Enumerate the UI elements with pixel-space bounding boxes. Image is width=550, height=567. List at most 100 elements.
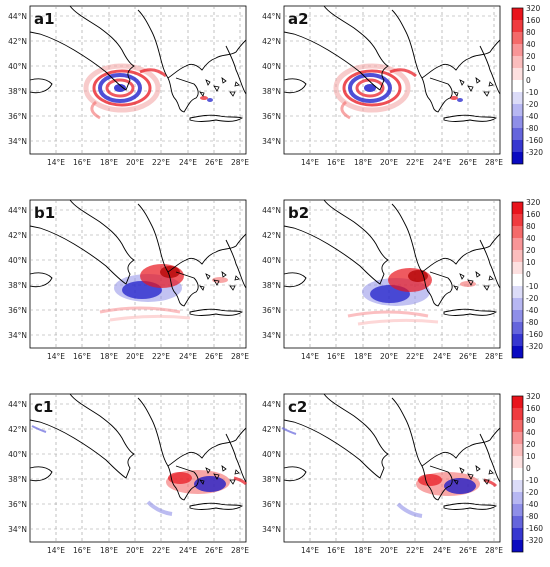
lat-tick-label: 42°N <box>262 231 281 240</box>
lon-tick-label: 24°E <box>433 546 451 555</box>
lon-tick-label: 20°E <box>380 546 398 555</box>
lon-tick-label: 20°E <box>126 158 144 167</box>
colorbar-segment <box>512 80 523 92</box>
lon-tick-label: 28°E <box>231 546 249 555</box>
lat-tick-label: 42°N <box>8 37 27 46</box>
panel-c2: c2 <box>280 393 501 543</box>
lon-tick-label: 16°E <box>327 546 345 555</box>
colorbar-label: 20 <box>526 246 536 255</box>
lon-tick-label: 16°E <box>73 158 91 167</box>
colorbar-segment <box>512 44 523 56</box>
colorbar-segment <box>512 68 523 80</box>
panel-label-a2: a2 <box>288 10 309 28</box>
colorbar-label: 160 <box>526 404 541 413</box>
lat-tick-label: 36°N <box>262 500 281 509</box>
lat-tick-label: 34°N <box>262 525 281 534</box>
colorbar-segment <box>512 202 523 214</box>
colorbar-label: 80 <box>526 416 536 425</box>
lon-tick-label: 28°E <box>485 352 503 361</box>
lat-tick-label: 34°N <box>262 331 281 340</box>
colorbar-segment <box>512 92 523 104</box>
lon-tick-label: 14°E <box>301 546 319 555</box>
tick-labels: 44°N 42°N 40°N 38°N 36°N 34°N 14°E 16°E 18°E 20°E… <box>8 12 503 555</box>
colorbar-label: -10 <box>526 88 538 97</box>
lon-tick-label: 20°E <box>380 158 398 167</box>
colorbar-segment <box>512 528 523 540</box>
lon-tick-label: 22°E <box>152 352 170 361</box>
colorbar-segment <box>512 32 523 44</box>
colorbar-segment <box>512 346 523 358</box>
panel-a2: a2 <box>283 5 501 155</box>
colorbar-label: -80 <box>526 512 538 521</box>
colorbar-segment <box>512 444 523 456</box>
lon-tick-label: 18°E <box>354 352 372 361</box>
lon-tick-label: 28°E <box>231 158 249 167</box>
lon-tick-label: 24°E <box>179 546 197 555</box>
panel-a1: a1 <box>29 5 247 155</box>
colorbar-segment <box>512 492 523 504</box>
lon-tick-label: 24°E <box>179 158 197 167</box>
lat-tick-label: 44°N <box>8 12 27 21</box>
lon-tick-label: 22°E <box>152 158 170 167</box>
lon-tick-label: 24°E <box>433 158 451 167</box>
lat-tick-label: 38°N <box>262 475 281 484</box>
lon-tick-label: 26°E <box>459 158 477 167</box>
colorbar-label: -160 <box>526 524 543 533</box>
colorbar-label: 40 <box>526 234 536 243</box>
lat-tick-label: 38°N <box>8 87 27 96</box>
colorbar-label: -320 <box>526 148 543 157</box>
lon-tick-label: 20°E <box>380 352 398 361</box>
colorbar-segment <box>512 432 523 444</box>
colorbar-label: -160 <box>526 330 543 339</box>
lon-tick-label: 18°E <box>100 352 118 361</box>
lat-tick-label: 42°N <box>262 425 281 434</box>
colorbar: 320 160 80 40 20 10 0 -10 -20 -40 -80 -160 -320 <box>511 198 543 359</box>
panel-label-c1: c1 <box>34 398 53 416</box>
lon-tick-label: 18°E <box>100 158 118 167</box>
lon-tick-label: 28°E <box>485 546 503 555</box>
colorbar-label: -80 <box>526 124 538 133</box>
lon-tick-label: 16°E <box>327 352 345 361</box>
colorbar-segment <box>512 238 523 250</box>
colorbar-segment <box>512 504 523 516</box>
lon-tick-label: 14°E <box>47 546 65 555</box>
colorbar-segment <box>512 104 523 116</box>
lon-tick-label: 14°E <box>47 158 65 167</box>
lat-tick-label: 36°N <box>262 306 281 315</box>
lat-tick-label: 38°N <box>8 281 27 290</box>
lon-tick-label: 16°E <box>73 352 91 361</box>
lat-tick-label: 42°N <box>8 231 27 240</box>
lat-tick-label: 40°N <box>8 256 27 265</box>
lon-tick-label: 26°E <box>205 352 223 361</box>
lon-tick-label: 20°E <box>126 546 144 555</box>
colorbar-label: 10 <box>526 64 536 73</box>
colorbar-segment <box>512 420 523 432</box>
colorbar-segment <box>512 152 523 164</box>
lon-tick-label: 18°E <box>354 546 372 555</box>
lon-tick-label: 18°E <box>354 158 372 167</box>
colorbar-label: 80 <box>526 222 536 231</box>
colorbar-label: -80 <box>526 318 538 327</box>
colorbar-frame <box>511 7 524 165</box>
lat-tick-label: 36°N <box>262 112 281 121</box>
colorbar-label: 160 <box>526 16 541 25</box>
colorbar-label: 0 <box>526 76 531 85</box>
lat-tick-label: 38°N <box>8 475 27 484</box>
colorbar-segment <box>512 214 523 226</box>
colorbar-label: -320 <box>526 342 543 351</box>
lon-tick-label: 14°E <box>301 352 319 361</box>
colorbar-label: 10 <box>526 258 536 267</box>
lon-tick-label: 16°E <box>73 546 91 555</box>
lat-tick-label: 40°N <box>8 450 27 459</box>
colorbar-label: -20 <box>526 100 538 109</box>
lon-tick-label: 22°E <box>152 546 170 555</box>
lat-tick-label: 34°N <box>8 525 27 534</box>
colorbar-segment <box>512 286 523 298</box>
lat-tick-label: 40°N <box>262 256 281 265</box>
colorbar-segment <box>512 310 523 322</box>
lat-tick-label: 36°N <box>8 112 27 121</box>
colorbar-segment <box>512 8 523 20</box>
colorbar-label: 20 <box>526 440 536 449</box>
colorbar-label: -10 <box>526 282 538 291</box>
